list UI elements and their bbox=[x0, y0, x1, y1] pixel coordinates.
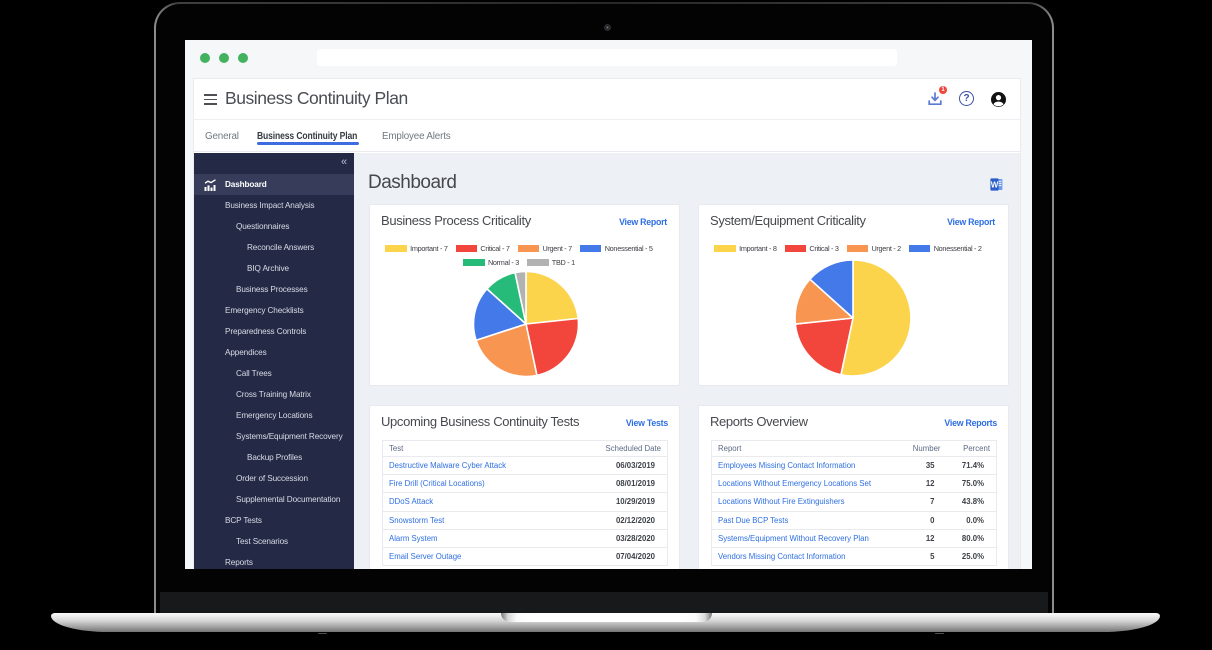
svg-text:W: W bbox=[991, 180, 999, 189]
